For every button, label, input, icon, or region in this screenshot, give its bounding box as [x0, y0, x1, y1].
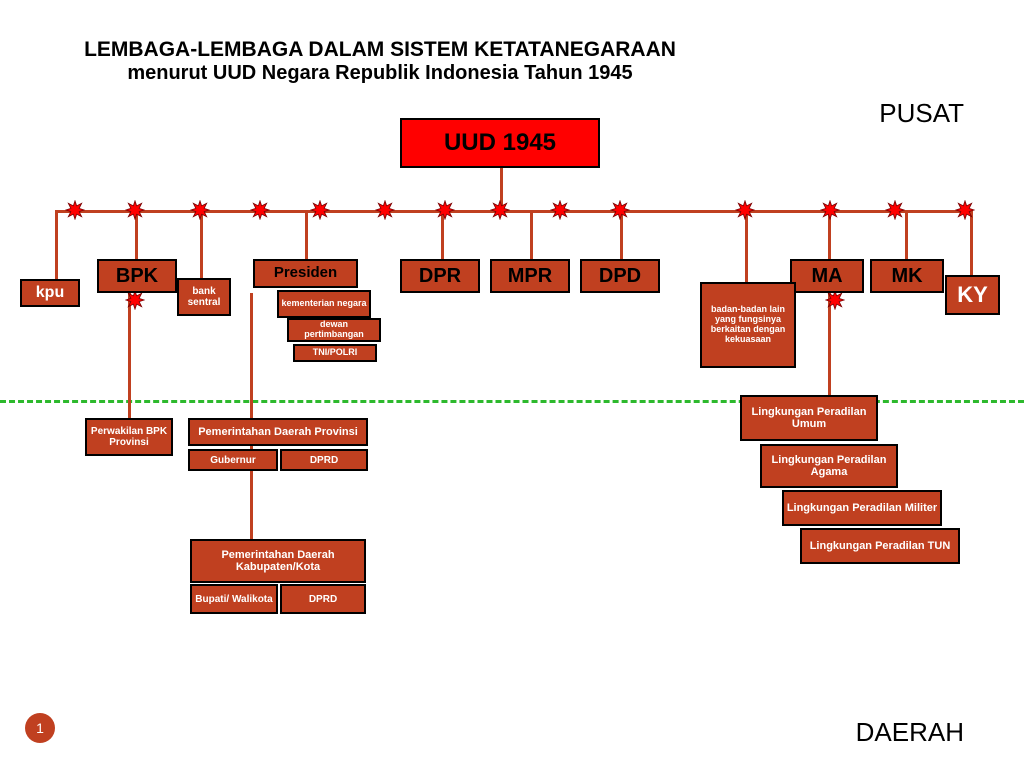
star-icon — [885, 200, 905, 220]
node-dewan: dewan pertimbangan — [287, 318, 381, 342]
star-icon — [820, 200, 840, 220]
node-bupati: Bupati/ Walikota — [190, 584, 278, 614]
node-gubernur: Gubernur — [188, 449, 278, 471]
node-mk: MK — [870, 259, 944, 293]
page-number-badge: 1 — [25, 713, 55, 743]
star-icon — [550, 200, 570, 220]
node-pemkab: Pemerintahan Daerah Kabupaten/Kota — [190, 539, 366, 583]
star-icon — [825, 290, 845, 310]
star-icon — [310, 200, 330, 220]
label-pusat: PUSAT — [879, 98, 964, 129]
node-kpu: kpu — [20, 279, 80, 307]
star-icon — [375, 200, 395, 220]
node-dpr: DPR — [400, 259, 480, 293]
node-ma: MA — [790, 259, 864, 293]
node-peradilan4: Lingkungan Peradilan TUN — [800, 528, 960, 564]
title-line-1: LEMBAGA-LEMBAGA DALAM SISTEM KETATANEGAR… — [70, 38, 690, 62]
star-icon — [435, 200, 455, 220]
node-tnipolri: TNI/POLRI — [293, 344, 377, 362]
node-banksentral: bank sentral — [177, 278, 231, 316]
node-dpd: DPD — [580, 259, 660, 293]
title-line-2: menurut UUD Negara Republik Indonesia Ta… — [70, 62, 690, 85]
star-icon — [65, 200, 85, 220]
star-icon — [250, 200, 270, 220]
connector — [128, 293, 131, 418]
node-dprd1: DPRD — [280, 449, 368, 471]
label-daerah: DAERAH — [856, 717, 964, 748]
star-icon — [490, 200, 510, 220]
node-peradilan3: Lingkungan Peradilan Militer — [782, 490, 942, 526]
connector — [55, 210, 58, 279]
connector — [305, 210, 308, 259]
node-mpr: MPR — [490, 259, 570, 293]
star-icon — [610, 200, 630, 220]
node-peradilan1: Lingkungan Peradilan Umum — [740, 395, 878, 441]
node-badan: badan-badan lain yang fungsinya berkaita… — [700, 282, 796, 368]
star-icon — [125, 200, 145, 220]
star-icon — [125, 290, 145, 310]
star-icon — [955, 200, 975, 220]
star-icon — [190, 200, 210, 220]
node-ky: KY — [945, 275, 1000, 315]
node-bpk: BPK — [97, 259, 177, 293]
star-icon — [735, 200, 755, 220]
connector — [745, 210, 748, 282]
node-dprd2: DPRD — [280, 584, 366, 614]
node-root: UUD 1945 — [400, 118, 600, 168]
connector — [530, 210, 533, 259]
connector — [905, 210, 908, 259]
node-presiden: Presiden — [253, 259, 358, 288]
node-pemprov: Pemerintahan Daerah Provinsi — [188, 418, 368, 446]
connector — [200, 210, 203, 278]
node-peradilan2: Lingkungan Peradilan Agama — [760, 444, 898, 488]
node-kementerian: kementerian negara — [277, 290, 371, 318]
node-perwakilanbpk: Perwakilan BPK Provinsi — [85, 418, 173, 456]
